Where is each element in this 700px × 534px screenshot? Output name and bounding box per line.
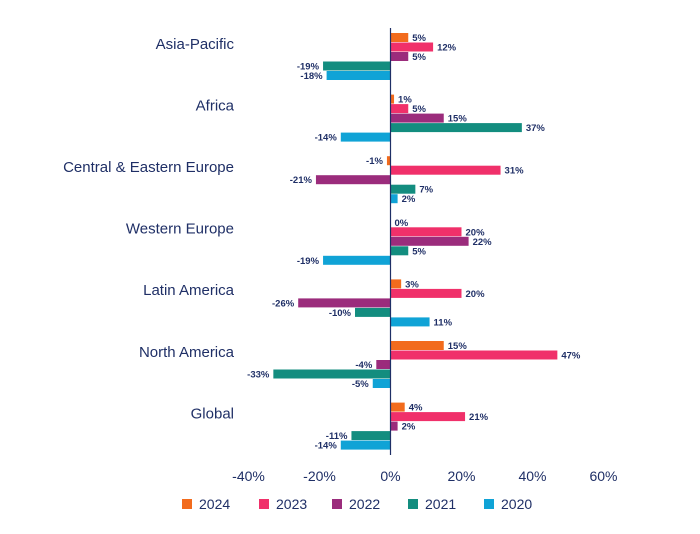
bar-2021 xyxy=(390,123,522,133)
data-label: 11% xyxy=(434,317,453,328)
data-label: 47% xyxy=(561,351,581,362)
bar-2022 xyxy=(390,421,398,431)
legend-label: 2022 xyxy=(349,496,380,512)
bar-2022 xyxy=(390,236,469,246)
data-label: 21% xyxy=(469,412,489,423)
bar-2023 xyxy=(390,42,434,52)
data-label: 15% xyxy=(448,341,468,352)
x-tick-label: 40% xyxy=(518,468,546,484)
legend: 2024 2023 2022 2021 2020 xyxy=(182,496,532,512)
x-tick-label: 20% xyxy=(447,468,475,484)
data-label: -19% xyxy=(297,256,320,267)
data-label: 20% xyxy=(466,227,486,238)
bar-2024 xyxy=(390,341,444,350)
bar-2023 xyxy=(390,350,558,360)
labels-layer: Asia-Pacific 5%12%5%-19%-18%Africa 1%5%15%… xyxy=(63,28,581,455)
data-label: 0% xyxy=(395,218,409,229)
data-label: 5% xyxy=(412,246,426,257)
data-label: 22% xyxy=(473,237,493,248)
data-label: 5% xyxy=(412,33,426,44)
bar-2024 xyxy=(390,279,402,289)
axis-layer: -40% -20% 0% 20% 40% 60% xyxy=(232,468,617,484)
category-label: Global xyxy=(191,405,234,422)
bar-2023 xyxy=(390,227,462,237)
bar-2021 xyxy=(390,246,409,256)
bar-2023 xyxy=(390,288,462,298)
category-label: Central & Eastern Europe xyxy=(63,159,234,176)
data-label: 2% xyxy=(402,422,416,433)
data-label: 1% xyxy=(398,95,412,106)
bar-2022 xyxy=(376,360,391,369)
bar-2024 xyxy=(390,33,409,42)
bar-2024 xyxy=(386,156,391,166)
bar-2020 xyxy=(340,440,391,450)
legend-swatch-2021 xyxy=(408,499,418,509)
bar-2024 xyxy=(390,94,395,104)
data-label: 7% xyxy=(419,185,433,196)
data-label: 4% xyxy=(409,403,423,414)
legend-label: 2021 xyxy=(425,496,456,512)
bar-2023 xyxy=(390,412,466,422)
legend-swatch-2023 xyxy=(259,499,269,509)
bar-2021 xyxy=(273,369,391,379)
legend-swatch-2020 xyxy=(484,499,494,509)
bar-2022 xyxy=(390,52,409,61)
bar-2020 xyxy=(340,132,391,142)
category-label: Africa xyxy=(196,97,235,114)
data-label: -33% xyxy=(247,370,270,381)
bar-2022 xyxy=(315,175,391,185)
category-label: Asia-Pacific xyxy=(156,36,235,53)
data-label: 5% xyxy=(412,104,426,115)
data-label: 37% xyxy=(526,123,546,134)
bar-2020 xyxy=(390,317,430,327)
data-label: -4% xyxy=(355,360,372,371)
category-label: Western Europe xyxy=(126,221,234,238)
category-label: Latin America xyxy=(143,282,235,299)
x-tick-label: 60% xyxy=(589,468,617,484)
x-tick-label: -20% xyxy=(303,468,336,484)
data-label: -19% xyxy=(297,62,320,73)
bar-2021 xyxy=(351,431,391,441)
data-label: -5% xyxy=(352,379,369,390)
bar-2020 xyxy=(326,71,391,80)
bar-2021 xyxy=(323,61,391,71)
bar-2022 xyxy=(298,298,391,308)
bar-2024 xyxy=(390,402,405,412)
x-tick-label: -40% xyxy=(232,468,265,484)
data-label: -18% xyxy=(300,71,323,82)
bar-2020 xyxy=(390,194,398,204)
category-label: North America xyxy=(139,344,235,361)
bar-2023 xyxy=(390,165,501,175)
data-label: 15% xyxy=(448,114,468,125)
data-label: -11% xyxy=(326,431,348,442)
data-label: 12% xyxy=(437,43,457,54)
data-label: 20% xyxy=(466,289,486,300)
legend-label: 2020 xyxy=(501,496,532,512)
data-label: -26% xyxy=(272,298,295,309)
data-label: -14% xyxy=(315,441,338,452)
bar-2020 xyxy=(323,255,391,265)
legend-label: 2024 xyxy=(199,496,230,512)
data-label: 31% xyxy=(505,166,525,177)
legend-swatch-2024 xyxy=(182,499,192,509)
bar-2020 xyxy=(372,379,391,388)
data-label: -21% xyxy=(290,175,313,186)
x-tick-label: 0% xyxy=(380,468,400,484)
data-label: 2% xyxy=(402,194,416,205)
bar-2021 xyxy=(390,184,416,194)
data-label: -10% xyxy=(329,308,352,319)
bar-2021 xyxy=(355,307,391,317)
bar-2023 xyxy=(390,104,409,114)
bar-2022 xyxy=(390,113,444,123)
data-label: 3% xyxy=(405,279,419,290)
data-label: 5% xyxy=(412,52,426,63)
legend-swatch-2022 xyxy=(332,499,342,509)
data-label: -14% xyxy=(315,133,338,144)
bars-layer xyxy=(273,33,558,450)
data-label: -1% xyxy=(366,156,383,167)
legend-label: 2023 xyxy=(276,496,307,512)
